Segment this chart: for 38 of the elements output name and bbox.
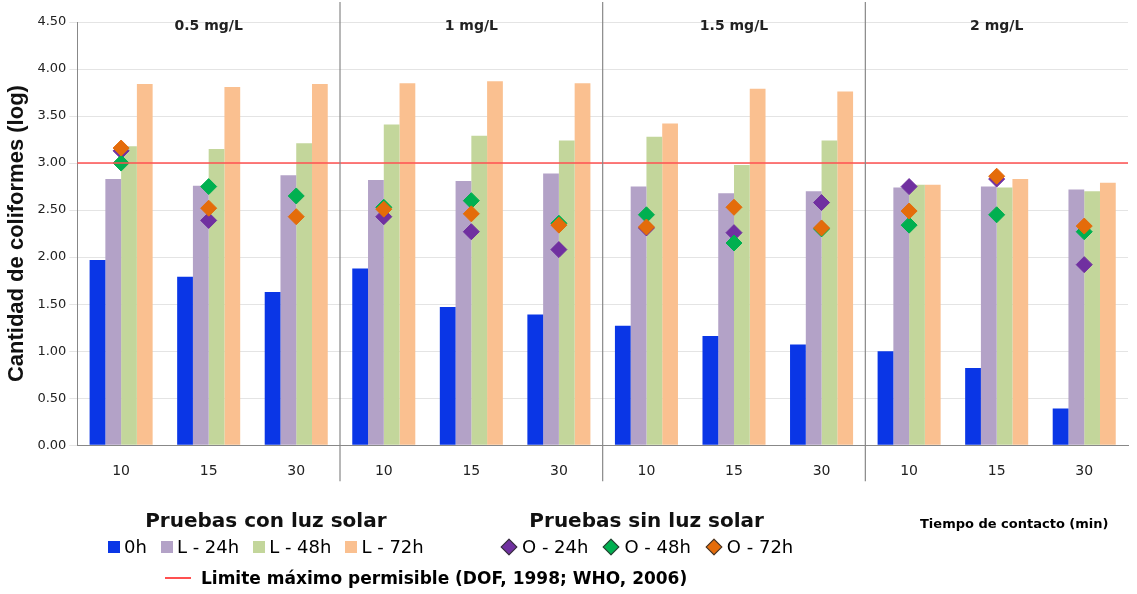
- x-tick-label: 15: [987, 462, 1006, 479]
- x-tick-label: 30: [549, 462, 568, 479]
- legend-label: L - 72h: [361, 536, 424, 557]
- x-tick-label: 15: [725, 462, 743, 479]
- y-tick-label: 1.00: [37, 342, 67, 358]
- y-tick-label: 3.50: [37, 107, 67, 123]
- y-tick-label: 2.50: [37, 201, 67, 217]
- x-tick-label: 30: [812, 462, 831, 479]
- legend-label: L - 48h: [269, 536, 332, 557]
- x-tick-label: 30: [1075, 462, 1094, 479]
- text: Pruebas con luz solar: [144, 508, 388, 532]
- legend-label: O - 72h: [726, 536, 794, 557]
- annotation: 1.5 mg/L: [699, 16, 769, 33]
- y-axis-title: Cantidad de coliformes (log): [3, 85, 29, 383]
- legend-label: O - 48h: [624, 536, 691, 557]
- annotation: 1 mg/L: [444, 16, 499, 33]
- annotation: 2 mg/L: [970, 16, 1024, 33]
- annotation: 0.5 mg/L: [174, 16, 243, 33]
- x-tick-label: 10: [112, 462, 131, 479]
- y-tick-label: 0.50: [37, 389, 67, 405]
- y-tick-label: 2.00: [37, 248, 67, 264]
- x-tick-label: 10: [900, 462, 919, 479]
- legend-label: L - 24h: [176, 536, 240, 557]
- y-tick-label: 4.50: [37, 13, 67, 29]
- x-axis-title: Tiempo de contacto (min): [920, 516, 1109, 531]
- x-tick-label: 10: [637, 462, 656, 479]
- y-tick-label: 3.00: [37, 154, 67, 170]
- y-tick-label: 0.00: [37, 436, 67, 452]
- legend-label: Limite máximo permisible (DOF, 1998; WHO, 2006): [201, 568, 688, 588]
- x-tick-label: 30: [287, 462, 306, 479]
- x-tick-label: 10: [374, 462, 393, 479]
- legend-label: O - 24h: [522, 536, 589, 557]
- y-tick-label: 4.00: [37, 60, 67, 76]
- y-tick-label: 1.50: [37, 295, 67, 311]
- text: Pruebas sin luz solar: [528, 508, 765, 532]
- x-tick-label: 15: [199, 462, 218, 479]
- x-tick-label: 15: [462, 462, 481, 479]
- legend-label: 0h: [124, 536, 147, 557]
